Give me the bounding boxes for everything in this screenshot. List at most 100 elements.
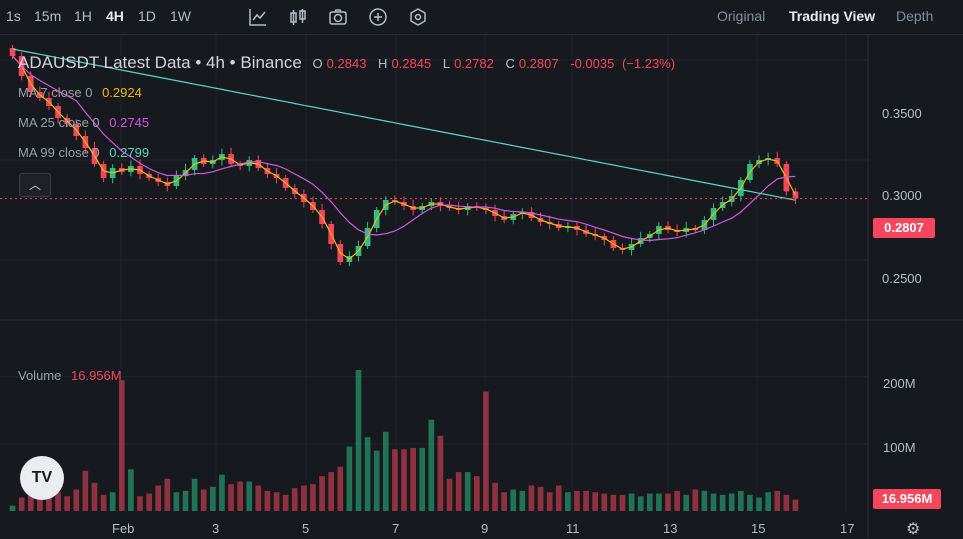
- volume-bar: [683, 494, 690, 511]
- volume-bar: [91, 482, 98, 511]
- volume-bar: [355, 370, 362, 511]
- volume-bar: [191, 478, 198, 511]
- volume-value: 16.956M: [71, 368, 122, 383]
- volume-bar: [237, 481, 243, 511]
- volume-bar: [601, 493, 608, 511]
- exchange-label: Binance: [240, 53, 302, 72]
- current-price-tag: 0.2807: [873, 218, 935, 238]
- volume-bar: [364, 437, 371, 511]
- price-tick-0: 0.3500: [882, 106, 922, 121]
- ma7-label: MA 7 close 0: [18, 85, 93, 100]
- ohlc-readout: O 0.2843 H 0.2845 L 0.2782 C 0.2807 -0.0035 …: [313, 56, 680, 71]
- volume-bar: [510, 489, 517, 511]
- volume-bar: [656, 493, 662, 511]
- volume-bar: [774, 490, 781, 511]
- volume-bar: [291, 488, 298, 511]
- volume-bar: [628, 493, 635, 511]
- volume-bar: [82, 470, 89, 511]
- change-value: -0.0035: [570, 56, 615, 71]
- volume-bar: [474, 476, 480, 511]
- volume-bar: [583, 490, 589, 511]
- ma7-value: 0.2924: [102, 85, 142, 100]
- volume-bar: [100, 494, 107, 511]
- candle-body: [9, 48, 16, 56]
- volume-bar: [273, 492, 280, 511]
- price-tick-2: 0.2500: [882, 271, 922, 286]
- candlestick-chart[interactable]: [0, 35, 963, 538]
- volume-bar: [301, 485, 307, 511]
- plus-circle-icon[interactable]: [368, 7, 388, 27]
- volume-bar: [555, 485, 562, 511]
- volume-bar: [637, 496, 644, 511]
- volume-bar: [747, 494, 753, 511]
- volume-bar: [619, 494, 626, 511]
- volume-bar: [346, 446, 353, 511]
- time-tick-3: 3: [212, 521, 220, 536]
- candles-icon[interactable]: [288, 7, 308, 27]
- volume-bar: [219, 474, 225, 511]
- volume-bar: [9, 505, 16, 511]
- hexagon-settings-icon[interactable]: [408, 7, 428, 27]
- interval-1w[interactable]: 1W: [170, 8, 191, 24]
- volume-bar: [546, 492, 553, 511]
- time-tick-7: 7: [392, 521, 400, 536]
- interval-1d[interactable]: 1D: [138, 8, 156, 24]
- volume-bar: [519, 490, 526, 511]
- volume-bar: [73, 489, 80, 511]
- ma99-value: 0.2799: [109, 145, 150, 160]
- volume-bar: [373, 450, 380, 511]
- volume-bar: [419, 447, 426, 511]
- symbol-title: ADAUSDT Latest Data: [18, 53, 191, 72]
- ma25-legend: MA 25 close 0 0.2745: [18, 115, 149, 130]
- collapse-legend-button[interactable]: ︿: [19, 173, 51, 197]
- volume-bar: [146, 493, 152, 511]
- volume-bar: [738, 490, 744, 511]
- volume-bar: [319, 476, 325, 511]
- interval-1h[interactable]: 1H: [74, 8, 92, 24]
- volume-bar: [692, 489, 699, 511]
- volume-bar: [137, 496, 143, 511]
- volume-bar: [428, 419, 435, 511]
- volume-bar: [719, 494, 726, 511]
- ma25-label: MA 25 close 0: [18, 115, 100, 130]
- view-original[interactable]: Original: [717, 8, 766, 24]
- volume-bar: [200, 489, 207, 511]
- volume-bar: [27, 492, 34, 511]
- ma99-label: MA 99 close 0: [18, 145, 100, 160]
- volume-bar: [155, 485, 162, 511]
- volume-bar: [756, 497, 762, 511]
- view-depth[interactable]: Depth: [896, 8, 934, 24]
- volume-bar: [783, 494, 790, 511]
- interval-label: 4h: [206, 53, 225, 72]
- ma25-value: 0.2745: [109, 115, 150, 130]
- change-pct: (−1.23%): [621, 56, 676, 71]
- chevron-up-icon: ︿: [28, 178, 41, 192]
- interval-15m[interactable]: 15m: [34, 8, 62, 24]
- close-value: 0.2807: [518, 56, 559, 71]
- volume-bar: [182, 490, 189, 511]
- interval-4h[interactable]: 4H: [106, 8, 124, 24]
- volume-bar: [701, 490, 708, 511]
- volume-bar: [392, 449, 398, 511]
- volume-bar: [674, 490, 680, 511]
- volume-bar: [64, 496, 70, 511]
- volume-bar: [264, 490, 271, 511]
- view-trading-view[interactable]: Trading View: [789, 8, 876, 24]
- volume-bar: [646, 493, 653, 511]
- chart-toolbar: 1s 15m 1H 4H 1D 1W Original Trading View…: [0, 0, 963, 35]
- volume-bar: [528, 485, 535, 511]
- camera-icon[interactable]: [328, 7, 348, 27]
- current-volume-tag: 16.956M: [873, 489, 941, 509]
- ma99-line: [12, 48, 796, 201]
- price-tick-1: 0.3000: [882, 188, 922, 203]
- tradingview-logo: TV: [20, 456, 64, 500]
- interval-1s[interactable]: 1s: [6, 8, 21, 24]
- volume-bar: [446, 478, 453, 511]
- volume-bar: [246, 481, 253, 511]
- volume-legend: Volume 16.956M: [18, 368, 122, 383]
- time-tick-17: 17: [840, 521, 855, 536]
- volume-bar: [401, 449, 407, 511]
- settings-icon[interactable]: ⚙: [906, 521, 921, 538]
- volume-label: Volume: [18, 368, 62, 383]
- line-chart-icon[interactable]: [248, 7, 268, 27]
